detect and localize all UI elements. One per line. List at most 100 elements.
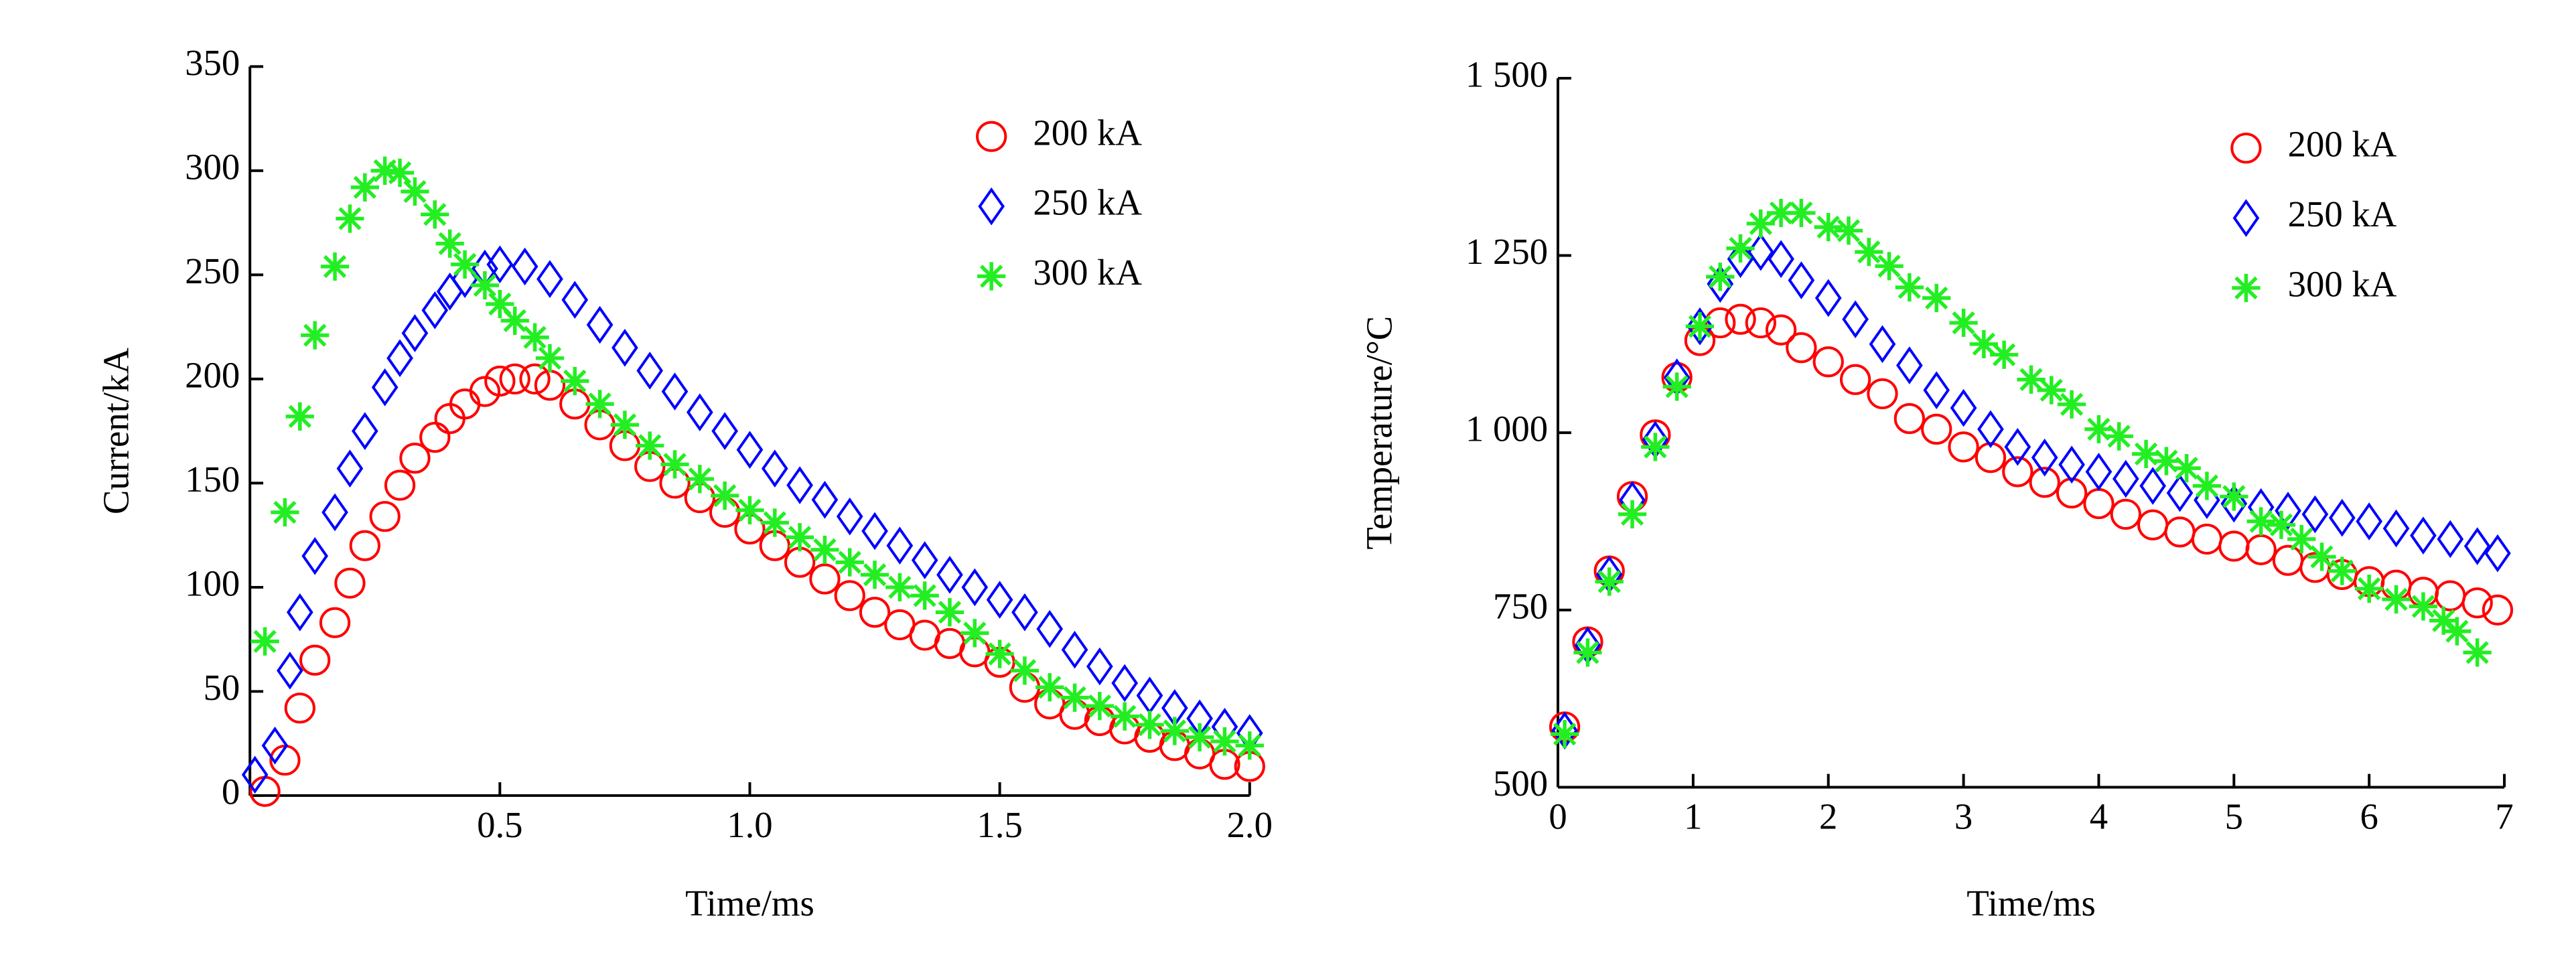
marker-star (370, 156, 399, 186)
marker-star (1875, 252, 1904, 281)
marker-circle (2164, 516, 2196, 548)
marker-star (1010, 656, 1040, 685)
marker-star (1949, 308, 1978, 338)
x-tick-label: 7 (2495, 796, 2513, 837)
marker-star (1035, 673, 1064, 702)
marker-star (1895, 273, 1924, 302)
marker-star (960, 619, 989, 648)
x-tick-label: 6 (2360, 796, 2378, 837)
y-tick-label: 1 000 (1465, 409, 1548, 449)
chart: 500 750 1 000 1 250 1 500 0 1 2 3 4 5 6 7 Time/ms Temp… (1358, 54, 2513, 924)
marker-star (401, 177, 429, 206)
marker-circle (1921, 413, 1952, 445)
marker-star (500, 306, 529, 335)
marker-star (2037, 376, 2066, 404)
marker-diamond (536, 260, 563, 298)
marker-circle (2245, 534, 2277, 565)
marker-star (1814, 213, 1843, 242)
marker-diamond (586, 305, 614, 344)
marker-circle (484, 365, 516, 397)
marker-diamond (2382, 509, 2410, 548)
marker-star (1573, 638, 1602, 667)
marker-circle (349, 530, 380, 561)
marker-star (985, 640, 1014, 668)
marker-star (271, 498, 299, 527)
marker-diamond (2275, 492, 2301, 530)
x-tick-label: 1.5 (977, 804, 1022, 845)
marker-star (470, 271, 500, 300)
marker-star (1186, 723, 1214, 751)
marker-diamond (2139, 467, 2167, 505)
marker-circle (334, 567, 366, 599)
marker-diamond (511, 247, 539, 286)
marker-star (2409, 592, 2438, 621)
marker-star (1969, 329, 1999, 358)
marker-circle (1948, 431, 1979, 463)
marker-circle (1745, 307, 1776, 339)
marker-star (450, 250, 480, 279)
x-tick-label: 5 (2225, 796, 2243, 837)
marker-star (610, 411, 640, 439)
marker-star (2463, 638, 2492, 667)
marker-diamond (286, 593, 313, 632)
marker-diamond (786, 466, 813, 504)
marker-circle (2191, 523, 2223, 555)
marker-diamond (2463, 527, 2491, 565)
marker-star (561, 366, 589, 396)
marker-star (2287, 524, 2316, 554)
x-tick-label: 2 (1819, 796, 1837, 837)
marker-circle (834, 580, 865, 611)
marker-diamond (711, 412, 738, 450)
marker-circle (2083, 488, 2115, 520)
marker-star (1111, 702, 1139, 731)
marker-circle (2482, 594, 2514, 625)
marker-diamond (811, 480, 839, 519)
marker-star (935, 598, 964, 627)
marker-star (2328, 557, 2356, 585)
marker-circle (299, 644, 331, 676)
marker-diamond (301, 536, 329, 575)
marker-diamond (686, 393, 713, 431)
marker-star (1787, 198, 1816, 228)
series (249, 363, 1265, 807)
legend-label: 300 kA (1033, 252, 1142, 293)
marker-diamond (2112, 459, 2139, 498)
marker-diamond (1788, 261, 1815, 299)
marker-star (2192, 471, 2222, 500)
marker-circle (1867, 378, 1898, 410)
y-tick-label: 750 (1493, 585, 1548, 626)
x-axis-label: Time/ms (1966, 883, 2096, 924)
x-tick-label: 4 (2090, 796, 2108, 837)
y-tick-label: 150 (185, 459, 240, 500)
marker-diamond (886, 526, 914, 565)
legend-label: 300 kA (2288, 264, 2397, 305)
marker-star (660, 450, 689, 479)
marker-star (1662, 372, 1691, 401)
marker-star (977, 262, 1006, 291)
marker-diamond (761, 449, 788, 488)
marker-star (251, 627, 279, 656)
marker-star (1746, 209, 1775, 238)
marker-star (1726, 234, 1755, 263)
marker-star (2152, 447, 2181, 475)
y-tick-label: 1 500 (1465, 54, 1548, 94)
marker-star (2382, 585, 2411, 614)
marker-star (636, 431, 664, 460)
marker-diamond (2058, 445, 2085, 484)
series (1551, 232, 2511, 750)
marker-star (2057, 390, 2086, 419)
marker-circle (2218, 530, 2250, 562)
y-tick-label: 350 (185, 42, 240, 83)
marker-diamond (1895, 346, 1923, 384)
marker-star (385, 158, 415, 188)
marker-diamond (1011, 593, 1038, 632)
marker-star (1618, 500, 1647, 529)
marker-diamond (2232, 199, 2260, 237)
marker-diamond (1036, 609, 1064, 648)
marker-star (2131, 439, 2161, 469)
marker-diamond (2301, 495, 2329, 534)
marker-diamond (336, 449, 364, 488)
marker-star (320, 252, 350, 281)
marker-circle (2230, 133, 2262, 164)
